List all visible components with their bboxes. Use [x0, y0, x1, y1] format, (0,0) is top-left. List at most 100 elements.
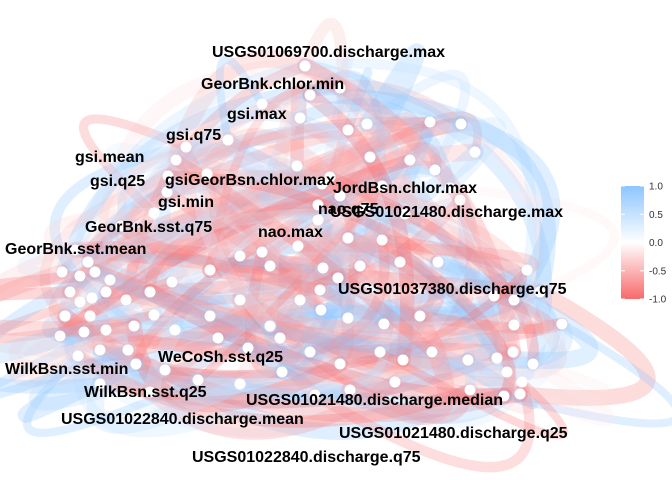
network-edge: [93, 259, 367, 360]
network-edge: [56, 116, 436, 278]
network-node: [291, 160, 303, 172]
network-edge: [157, 356, 541, 421]
network-node: [222, 134, 234, 146]
legend-tick-label: 0.5: [649, 210, 663, 221]
network-edge: [387, 192, 482, 390]
network-edge: [203, 254, 407, 277]
network-edge: [243, 343, 527, 428]
network-node: [314, 284, 326, 296]
network-node: [378, 318, 390, 330]
network-edge: [116, 147, 302, 231]
network-edge: [215, 55, 267, 145]
network-node: [334, 358, 346, 370]
network-edge: [341, 231, 414, 399]
network-edge: [69, 154, 416, 256]
network-edge: [160, 108, 377, 199]
network-edge: [274, 270, 346, 382]
network-edge: [378, 318, 432, 373]
network-edge: [445, 183, 619, 305]
network-edge: [171, 155, 499, 301]
network-edge: [62, 176, 330, 300]
legend-colorbar: [621, 186, 644, 299]
network-node: [130, 358, 142, 370]
network-edge: [375, 233, 527, 303]
network-node: [74, 270, 86, 282]
network-edge: [141, 199, 374, 401]
network-node: [264, 260, 276, 272]
network-node: [424, 116, 436, 128]
network-edge: [414, 290, 555, 335]
network-node: [376, 180, 388, 192]
network-edge: [71, 349, 477, 428]
network-edge: [508, 347, 609, 393]
network-edge: [83, 234, 387, 267]
network-edge: [263, 112, 437, 273]
network-node: [508, 294, 520, 306]
network-edge: [17, 342, 144, 423]
node-label: USGS01021480.discharge.max: [330, 204, 563, 221]
node-label: GeorBnk.sst.q75: [85, 219, 212, 236]
network-edge: [512, 284, 656, 406]
network-node: [399, 208, 411, 220]
network-edge: [307, 254, 446, 403]
network-edge: [243, 90, 315, 353]
network-edge: [396, 317, 573, 371]
network-edge: [427, 347, 539, 410]
network-node: [359, 202, 371, 214]
network-node: [122, 344, 134, 356]
network-edge: [456, 119, 545, 363]
network-edge: [115, 220, 326, 296]
network-edge: [87, 317, 249, 434]
network-edge: [54, 171, 336, 342]
network-edge: [193, 203, 370, 385]
network-edges: [0, 17, 672, 473]
network-node: [462, 354, 474, 366]
network-edge: [53, 153, 417, 343]
node-label: nao.q75: [318, 201, 379, 218]
network-edge: [425, 345, 616, 427]
network-edge: [177, 139, 288, 346]
network-edge: [67, 242, 548, 300]
network-edge: [310, 157, 384, 216]
network-node: [469, 146, 481, 158]
network-edge: [95, 273, 289, 385]
network-edge: [331, 79, 424, 369]
network-edge: [87, 122, 356, 280]
network-edge: [104, 220, 216, 276]
network-edge: [99, 142, 191, 320]
network-edge: [235, 251, 305, 305]
network-edge: [312, 176, 371, 214]
network-node: [334, 82, 346, 94]
legend-tick-label: 1.0: [649, 182, 663, 193]
network-node: [361, 118, 373, 130]
network-node: [334, 190, 346, 202]
network-edge: [231, 291, 513, 406]
network-edge: [340, 230, 445, 324]
network-node: [115, 220, 127, 232]
network-edge: [358, 201, 561, 371]
legend-tick-label: -1.0: [649, 295, 667, 306]
network-node: [212, 332, 224, 344]
network-edge: [198, 128, 339, 186]
network-edge: [317, 50, 354, 189]
network-node: [192, 374, 204, 386]
network-edge: [342, 232, 421, 366]
network-edge: [257, 72, 345, 257]
network-edge: [265, 321, 475, 424]
network-node: [315, 304, 327, 316]
network-node: [204, 264, 216, 276]
network-edge: [305, 70, 387, 191]
network-edge: [377, 132, 434, 191]
network-node: [332, 272, 344, 284]
network-edge: [429, 253, 599, 370]
network-edge: [72, 238, 306, 284]
network-edge: [301, 86, 556, 301]
network-node: [516, 376, 528, 388]
network-node: [64, 286, 76, 298]
network-node: [274, 332, 286, 344]
network-edge: [233, 181, 457, 391]
network-edge: [168, 141, 356, 246]
network-node: [256, 246, 268, 258]
network-edge: [202, 169, 525, 399]
network-node: [527, 358, 539, 370]
